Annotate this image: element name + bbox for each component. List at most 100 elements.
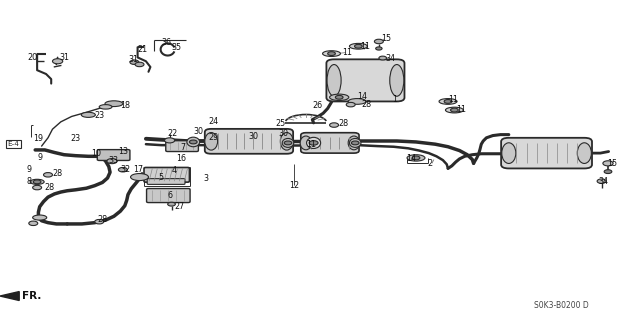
Circle shape xyxy=(33,185,42,190)
Text: 26: 26 xyxy=(312,101,323,110)
Ellipse shape xyxy=(348,99,366,104)
Circle shape xyxy=(351,141,359,145)
Ellipse shape xyxy=(205,132,218,150)
Ellipse shape xyxy=(502,143,516,163)
Circle shape xyxy=(376,47,382,50)
FancyBboxPatch shape xyxy=(205,129,293,154)
Text: 18: 18 xyxy=(120,101,131,110)
Text: 31: 31 xyxy=(60,53,70,62)
Circle shape xyxy=(33,180,41,184)
Text: 9: 9 xyxy=(27,165,32,174)
Text: 14: 14 xyxy=(406,154,417,163)
Text: 29: 29 xyxy=(208,133,218,142)
Text: 30: 30 xyxy=(278,129,289,138)
Text: 28: 28 xyxy=(338,119,348,128)
Ellipse shape xyxy=(327,64,341,96)
Circle shape xyxy=(309,141,318,145)
Text: 24: 24 xyxy=(208,117,218,126)
Text: 12: 12 xyxy=(289,181,300,190)
Circle shape xyxy=(412,156,420,160)
Text: 27: 27 xyxy=(174,202,184,211)
Text: 14: 14 xyxy=(357,92,367,101)
Text: 34: 34 xyxy=(598,177,609,186)
FancyBboxPatch shape xyxy=(166,141,198,152)
Ellipse shape xyxy=(307,137,321,149)
Text: 28: 28 xyxy=(97,215,108,224)
Ellipse shape xyxy=(323,51,340,56)
FancyBboxPatch shape xyxy=(147,189,190,203)
Ellipse shape xyxy=(300,136,312,150)
Text: 28: 28 xyxy=(45,183,55,192)
Text: 23: 23 xyxy=(70,134,81,143)
Circle shape xyxy=(107,159,117,164)
Circle shape xyxy=(135,62,144,67)
Text: 2: 2 xyxy=(428,159,433,168)
Text: 35: 35 xyxy=(172,43,182,52)
Text: E-4: E-4 xyxy=(8,141,20,147)
Text: 5: 5 xyxy=(159,173,164,182)
Circle shape xyxy=(603,161,613,166)
FancyBboxPatch shape xyxy=(144,167,189,182)
FancyBboxPatch shape xyxy=(326,59,404,101)
Text: 11: 11 xyxy=(456,105,466,114)
Text: 28: 28 xyxy=(52,169,63,178)
Text: 15: 15 xyxy=(607,159,617,168)
Text: 21: 21 xyxy=(138,45,148,54)
Ellipse shape xyxy=(105,101,123,107)
Text: S0K3-B0200 D: S0K3-B0200 D xyxy=(534,301,589,310)
Text: 20: 20 xyxy=(27,53,37,62)
Circle shape xyxy=(330,123,339,127)
Text: 16: 16 xyxy=(176,154,186,163)
Circle shape xyxy=(355,44,362,48)
Ellipse shape xyxy=(99,105,112,109)
Ellipse shape xyxy=(81,112,95,117)
Text: 25: 25 xyxy=(275,119,285,128)
Circle shape xyxy=(444,100,452,103)
Text: 15: 15 xyxy=(381,34,391,43)
FancyBboxPatch shape xyxy=(97,150,130,160)
Ellipse shape xyxy=(407,155,425,161)
Circle shape xyxy=(44,173,52,177)
FancyBboxPatch shape xyxy=(501,138,592,168)
Text: 10: 10 xyxy=(91,149,101,158)
Circle shape xyxy=(189,140,197,144)
Text: 11: 11 xyxy=(448,95,458,104)
Circle shape xyxy=(346,102,355,107)
Text: 22: 22 xyxy=(168,129,178,138)
Circle shape xyxy=(374,39,383,44)
Text: 30: 30 xyxy=(248,132,259,141)
Circle shape xyxy=(284,141,292,145)
Circle shape xyxy=(328,52,335,56)
Text: FR.: FR. xyxy=(22,291,42,301)
Text: 23: 23 xyxy=(95,111,105,120)
Ellipse shape xyxy=(33,215,47,220)
Text: 6: 6 xyxy=(168,191,173,200)
Circle shape xyxy=(379,56,387,60)
Circle shape xyxy=(597,179,606,183)
Circle shape xyxy=(29,221,38,226)
Ellipse shape xyxy=(439,99,457,104)
Circle shape xyxy=(52,59,63,64)
Text: 11: 11 xyxy=(306,140,316,149)
Circle shape xyxy=(335,95,343,99)
Text: 9: 9 xyxy=(37,153,42,162)
Polygon shape xyxy=(0,292,19,300)
Ellipse shape xyxy=(280,132,293,150)
Ellipse shape xyxy=(445,107,463,113)
Circle shape xyxy=(205,140,214,144)
FancyBboxPatch shape xyxy=(147,179,185,184)
Text: 32: 32 xyxy=(120,165,131,174)
Text: 34: 34 xyxy=(385,54,396,63)
Ellipse shape xyxy=(349,138,361,147)
Ellipse shape xyxy=(30,179,44,184)
Text: 36: 36 xyxy=(161,38,172,47)
Text: 31: 31 xyxy=(128,55,138,63)
Text: 11: 11 xyxy=(360,42,370,51)
Ellipse shape xyxy=(577,143,591,163)
Text: 1: 1 xyxy=(392,95,397,104)
Circle shape xyxy=(95,219,104,224)
Text: 11: 11 xyxy=(342,48,353,57)
Circle shape xyxy=(168,202,175,206)
Text: 7: 7 xyxy=(180,143,186,152)
Text: 30: 30 xyxy=(193,127,204,136)
